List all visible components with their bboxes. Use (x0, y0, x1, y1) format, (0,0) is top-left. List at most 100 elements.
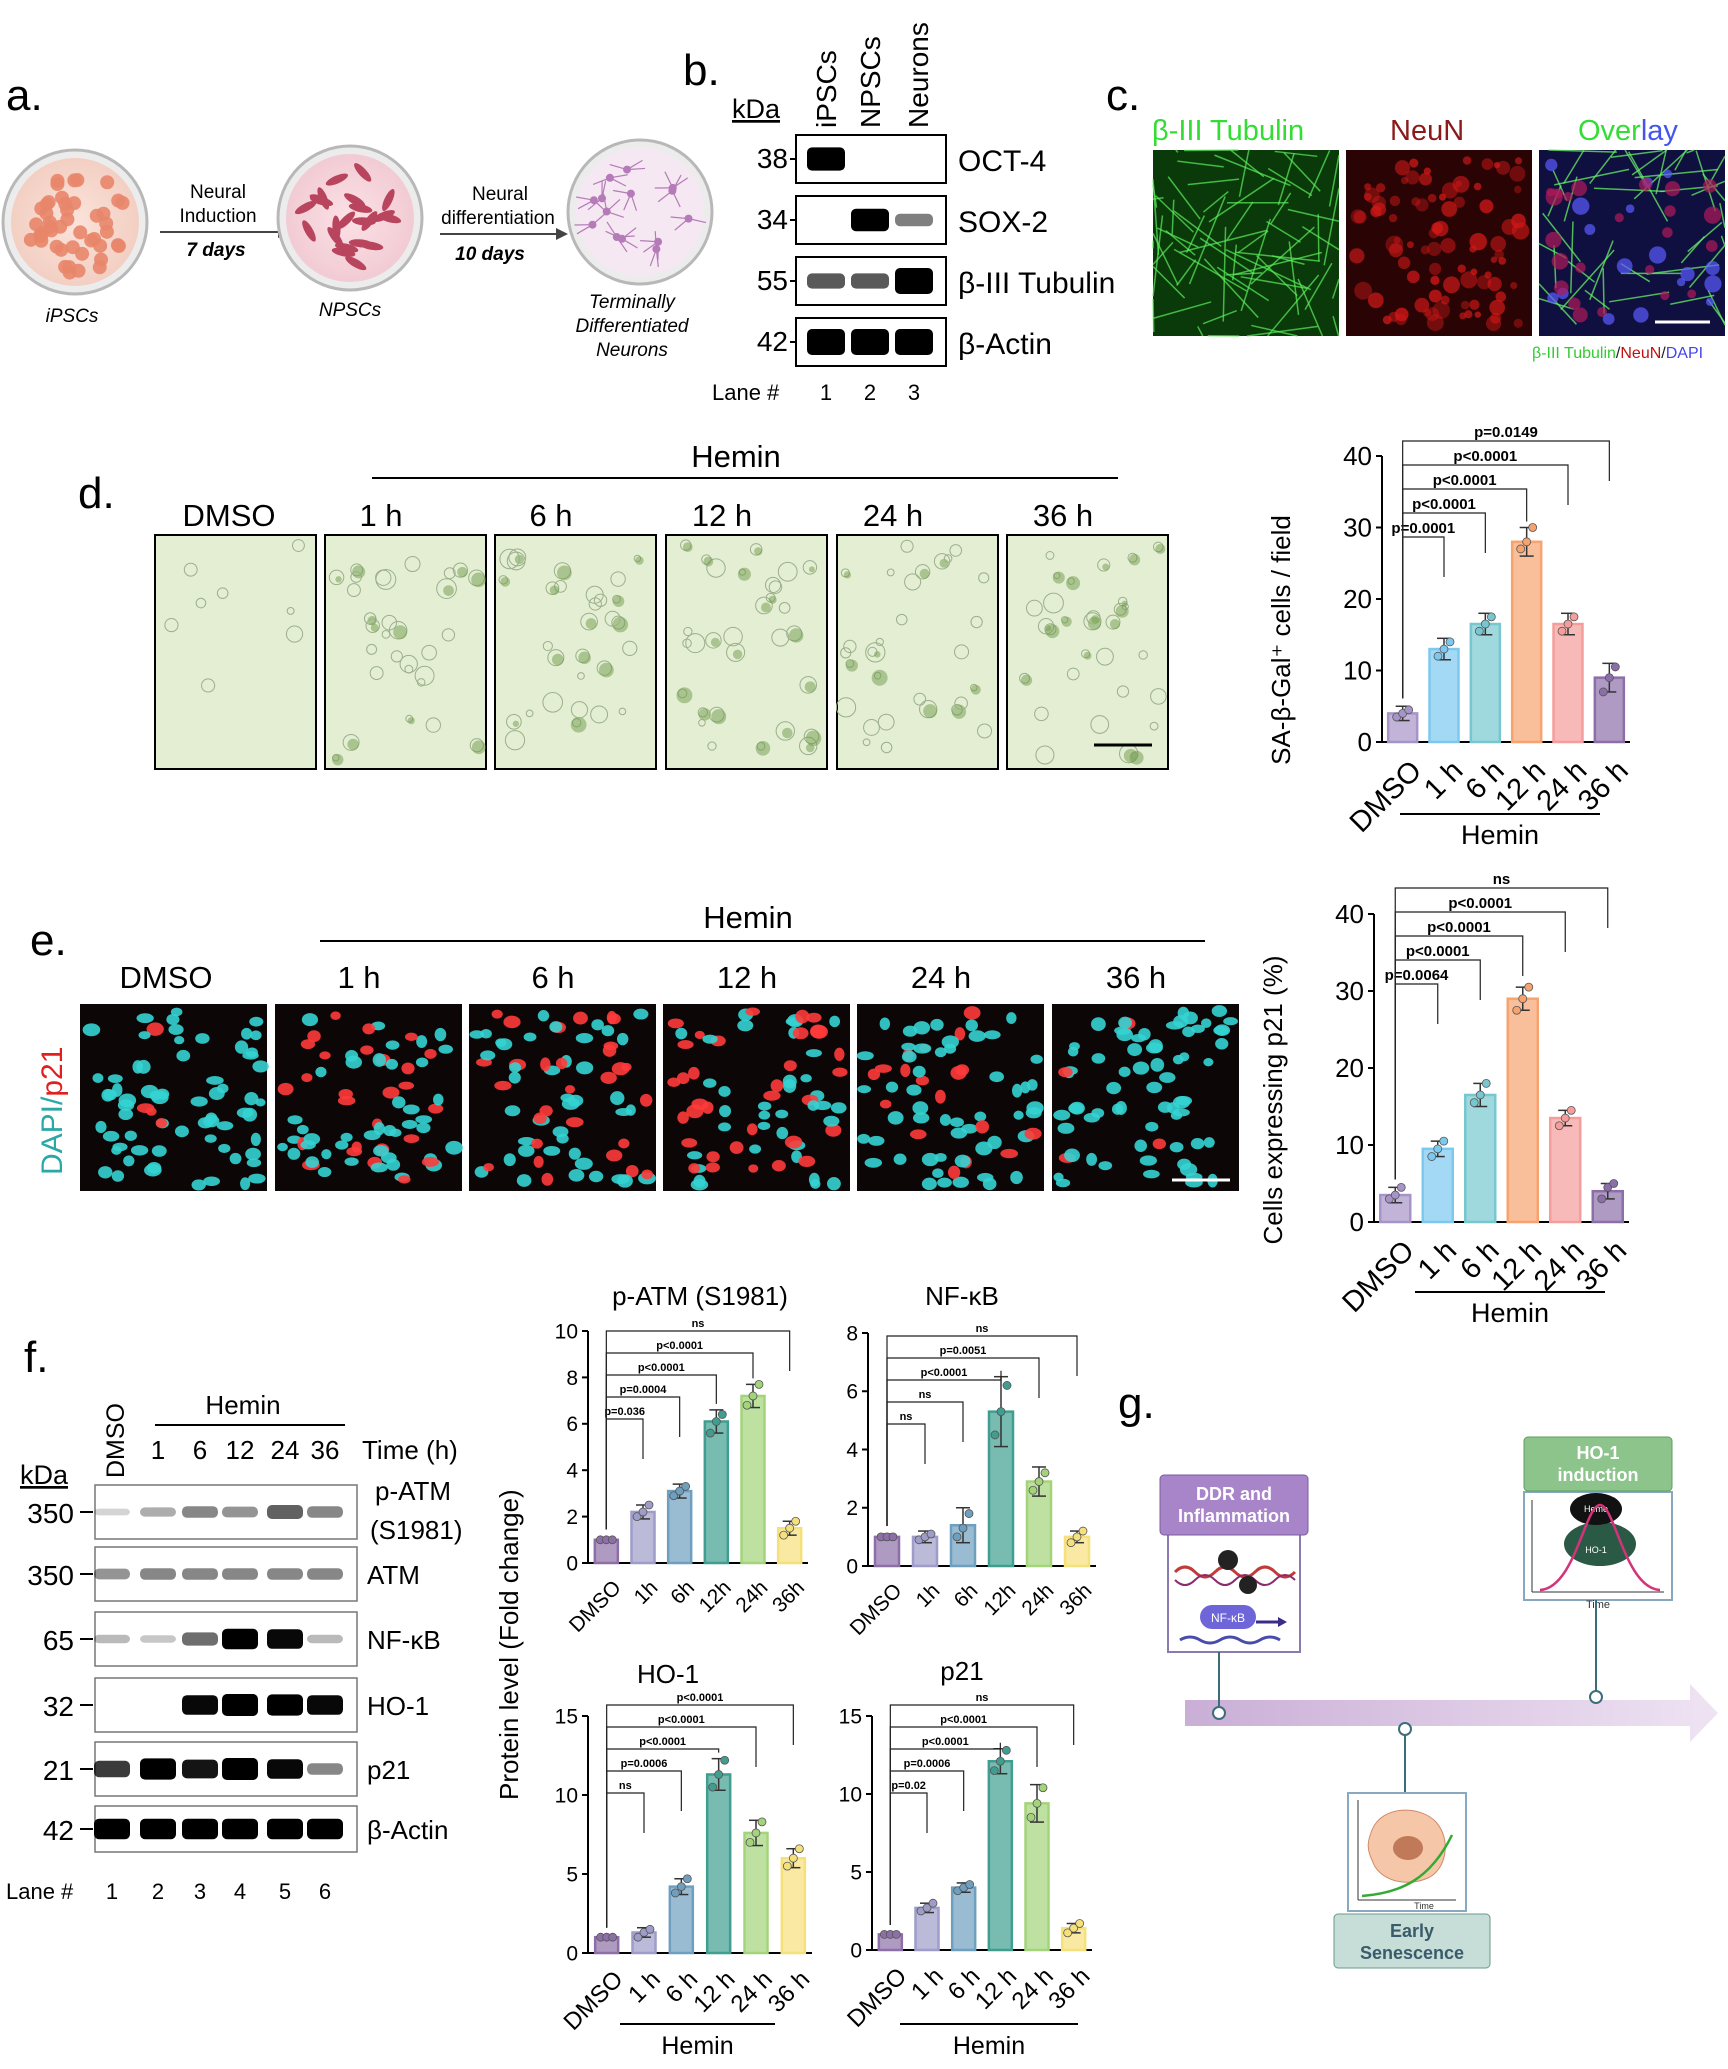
comparison-label: p<0.0001 (1427, 919, 1491, 936)
panel-b-letter: b. (683, 46, 720, 95)
blot-label-b: SOX-2 (958, 206, 1048, 239)
data-point (644, 1500, 654, 1510)
data-point (995, 1756, 1005, 1766)
band-f (94, 1568, 130, 1580)
lane-f: 6 (319, 1879, 331, 1904)
data-point (1390, 1190, 1400, 1200)
data-point (742, 1400, 752, 1410)
ho1-time: Time (1586, 1599, 1610, 1611)
panel-f-letter: f. (24, 1333, 48, 1382)
blot-strip-f (94, 1546, 358, 1602)
data-point (1598, 687, 1608, 697)
comparison-bracket (889, 1792, 928, 1925)
x-tick-label: 1 h (1412, 1235, 1463, 1286)
ipsc-cell (50, 173, 65, 188)
group-label: Hemin (953, 2032, 1025, 2060)
panel-d: d. Hemin DMSO 1 h 6 h 12 h 24 h 36 h (78, 439, 1169, 770)
ipsc-cell (84, 233, 99, 248)
y-tick-label: 6 (566, 1413, 578, 1436)
comparison-label: p<0.0001 (658, 1714, 705, 1726)
band-f (307, 1818, 343, 1840)
timepoint-ho1 (1589, 1690, 1603, 1704)
neuron-cell (602, 207, 611, 216)
band-f (182, 1818, 218, 1840)
x-tick-label: 36 h (1043, 1963, 1095, 2015)
data-point (607, 1535, 617, 1545)
blot-label-f: HO-1 (367, 1691, 429, 1721)
comparison-label: p<0.0001 (1433, 472, 1497, 489)
data-point (1481, 1079, 1491, 1088)
lane-label-f: Lane # (6, 1879, 74, 1904)
data-point (633, 1932, 643, 1942)
neuron-cell (588, 220, 597, 229)
band-f (267, 1568, 303, 1580)
comparison-bracket (606, 1792, 645, 1928)
comparison-bracket (889, 1704, 1075, 1925)
npsc-cell (382, 189, 395, 212)
npsc-cell (317, 187, 330, 210)
band-b (807, 329, 845, 355)
data-point (989, 1766, 999, 1775)
data-point (1528, 523, 1538, 532)
shared-ylabel-f: Protein level (Fold change) (494, 1489, 524, 1800)
comparison-label: p<0.0001 (677, 1692, 724, 1704)
data-point (1524, 982, 1534, 992)
ipsc-cell (39, 206, 54, 221)
ipsc-cell (62, 265, 77, 280)
brightfield-image (494, 534, 657, 770)
ipsc-cell (100, 175, 115, 190)
data-point (1475, 1090, 1485, 1100)
hemin-label-e: Hemin (703, 900, 793, 935)
x-tick-label: 6h (666, 1576, 699, 1609)
group-label: Hemin (1461, 820, 1539, 850)
side-label-e: DAPI/p21 (36, 1047, 69, 1175)
data-point (1002, 1381, 1012, 1390)
stage-neuron-2: Differentiated (575, 316, 689, 337)
data-point (1554, 1121, 1564, 1131)
data-point (1066, 1538, 1076, 1548)
bar (1464, 1093, 1497, 1224)
comparison-label: p=0.0006 (621, 1758, 668, 1770)
comparison-label: p=0.0064 (1385, 967, 1449, 984)
band-f (222, 1506, 258, 1518)
condition-d: 1 h (359, 498, 402, 533)
y-tick-label: 10 (1343, 656, 1372, 686)
y-tick-label: 8 (846, 1322, 858, 1345)
neuron-cell (626, 189, 635, 198)
time-label-f: Time (h) (362, 1435, 458, 1465)
y-axis-label: SA-β-Gal⁺ cells / field (1266, 515, 1296, 765)
band-b (895, 213, 933, 227)
comparison-label: p<0.0001 (1406, 943, 1470, 960)
neuron-cell (668, 186, 677, 195)
data-point (1427, 1152, 1437, 1161)
comparison-bracket (886, 1370, 1002, 1526)
step1-line2: Induction (179, 206, 256, 227)
comparison-label: p<0.0001 (1448, 895, 1512, 912)
comparison-label: p<0.0001 (639, 1736, 686, 1748)
data-point (1474, 626, 1484, 636)
panel-c-letter: c. (1106, 71, 1140, 120)
step2-days: 10 days (455, 244, 525, 265)
ipsc-cell (67, 173, 82, 188)
brightfield-image (836, 534, 999, 770)
data-point (1516, 544, 1526, 554)
npsc-cell (294, 200, 317, 215)
y-tick-label: 15 (839, 1705, 862, 1728)
stage-ipsc: iPSCs (46, 306, 99, 327)
ho1-line2: induction (1558, 1465, 1639, 1485)
data-point (1445, 637, 1455, 647)
ho1-enzyme-icon (1564, 1522, 1636, 1566)
band-f (182, 1632, 218, 1646)
caption-c: β-III Tubulin/NeuN/DAPI (1532, 345, 1703, 362)
comparison-label: ns (1493, 871, 1511, 888)
data-point (705, 1428, 715, 1438)
timeline-arrow (1185, 1684, 1718, 1742)
data-point (794, 1844, 804, 1854)
comparison-label: p<0.0001 (940, 1714, 987, 1726)
condition-d: DMSO (183, 498, 276, 533)
step1-line1: Neural (190, 182, 246, 203)
data-point (928, 1898, 938, 1908)
npsc-dish (276, 144, 424, 292)
